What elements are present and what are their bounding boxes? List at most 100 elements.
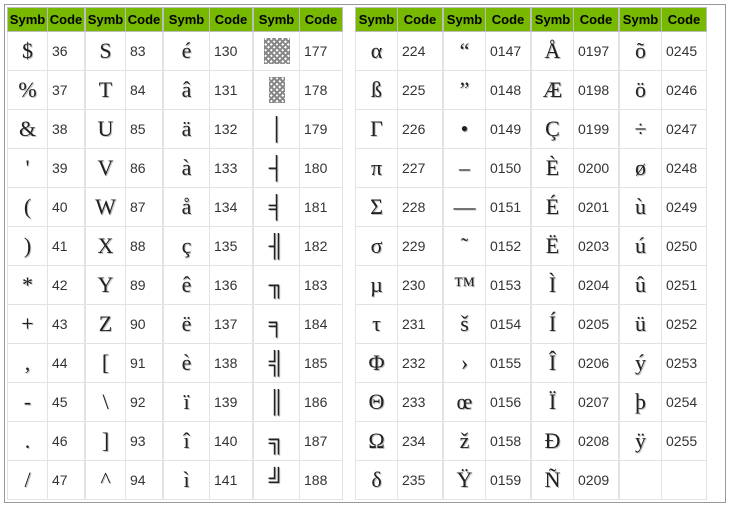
code-cell: 83 bbox=[126, 32, 162, 70]
code-cell: 46 bbox=[48, 422, 84, 460]
code-cell: 43 bbox=[48, 305, 84, 343]
symbol-cell: π bbox=[356, 149, 398, 187]
symbol-cell: Γ bbox=[356, 110, 398, 148]
symbol-cell: µ bbox=[356, 266, 398, 304]
symbol-cell: È bbox=[532, 149, 574, 187]
symbol-cell: Θ bbox=[356, 383, 398, 421]
table-row: È0200 bbox=[531, 149, 619, 188]
symbol-cell: U bbox=[86, 110, 126, 148]
table-row: è138 bbox=[163, 344, 253, 383]
code-cell: 0246 bbox=[662, 71, 706, 109]
table-row: -45 bbox=[7, 383, 85, 422]
code-cell: 0198 bbox=[574, 71, 618, 109]
table-row: S83 bbox=[85, 32, 163, 71]
column-header: SymbCode bbox=[253, 7, 343, 32]
table-row: Θ233 bbox=[355, 383, 443, 422]
table-row: å134 bbox=[163, 188, 253, 227]
code-cell: 0199 bbox=[574, 110, 618, 148]
table-row: Ì0204 bbox=[531, 266, 619, 305]
table-row: û0251 bbox=[619, 266, 707, 305]
symbol-cell: τ bbox=[356, 305, 398, 343]
symbol-cell: “ bbox=[444, 32, 486, 70]
column-header: SymbCode bbox=[85, 7, 163, 32]
symbol-cell: Ω bbox=[356, 422, 398, 460]
symbol-cell: * bbox=[8, 266, 48, 304]
code-cell: 89 bbox=[126, 266, 162, 304]
code-cell: 0148 bbox=[486, 71, 530, 109]
symbol-cell: + bbox=[8, 305, 48, 343]
table-row: [91 bbox=[85, 344, 163, 383]
symbol-cell bbox=[620, 461, 662, 499]
code-cell: 0150 bbox=[486, 149, 530, 187]
code-cell: 0208 bbox=[574, 422, 618, 460]
symbol-cell: › bbox=[444, 344, 486, 382]
symbol-cell: ù bbox=[620, 188, 662, 226]
symbol-cell: å bbox=[164, 188, 210, 226]
table-row: Ñ0209 bbox=[531, 461, 619, 500]
column-header: SymbCode bbox=[619, 7, 707, 32]
table-row: ø0248 bbox=[619, 149, 707, 188]
code-cell: 227 bbox=[398, 149, 442, 187]
code-cell bbox=[662, 461, 706, 499]
table-row: Φ232 bbox=[355, 344, 443, 383]
code-cell: 177 bbox=[300, 32, 342, 70]
symbol-cell: ö bbox=[620, 71, 662, 109]
symbol-cell: Ñ bbox=[532, 461, 574, 499]
symbol-cell: δ bbox=[356, 461, 398, 499]
code-cell: 188 bbox=[300, 461, 342, 499]
table-row: â131 bbox=[163, 71, 253, 110]
table-row: Ë0203 bbox=[531, 227, 619, 266]
table-row: ú0250 bbox=[619, 227, 707, 266]
code-cell: 36 bbox=[48, 32, 84, 70]
table-row: │179 bbox=[253, 110, 343, 149]
symbol-cell: ] bbox=[86, 422, 126, 460]
symbol-cell: Ç bbox=[532, 110, 574, 148]
table-row: '39 bbox=[7, 149, 85, 188]
symbol-cell: ÿ bbox=[620, 422, 662, 460]
code-cell: 0209 bbox=[574, 461, 618, 499]
column-header: SymbCode bbox=[443, 7, 531, 32]
table-row: é130 bbox=[163, 32, 253, 71]
code-cell: 0201 bbox=[574, 188, 618, 226]
right-column-1: SymbCode“0147”0148•0149–0150—0151˜0152™0… bbox=[443, 7, 531, 500]
code-cell: 0152 bbox=[486, 227, 530, 265]
header-code: Code bbox=[300, 8, 342, 31]
column-header: SymbCode bbox=[355, 7, 443, 32]
symbol-cell: Đ bbox=[532, 422, 574, 460]
symbol-cell: Z bbox=[86, 305, 126, 343]
code-cell: 42 bbox=[48, 266, 84, 304]
symbol-cell: – bbox=[444, 149, 486, 187]
table-row: ›0155 bbox=[443, 344, 531, 383]
code-cell: 0254 bbox=[662, 383, 706, 421]
table-row: $36 bbox=[7, 32, 85, 71]
symbol-cell: ^ bbox=[86, 461, 126, 499]
code-cell: 181 bbox=[300, 188, 342, 226]
symbol-cell: ╣ bbox=[254, 344, 300, 382]
code-cell: 38 bbox=[48, 110, 84, 148]
table-row: U85 bbox=[85, 110, 163, 149]
left-column-1: SymbCodeS83T84U85V86W87X88Y89Z90[91\92]9… bbox=[85, 7, 163, 500]
table-row: ╗187 bbox=[253, 422, 343, 461]
code-cell: 0149 bbox=[486, 110, 530, 148]
code-cell: 88 bbox=[126, 227, 162, 265]
code-cell: 0247 bbox=[662, 110, 706, 148]
symbol-cell: ç bbox=[164, 227, 210, 265]
header-symb: Symb bbox=[254, 8, 300, 31]
code-cell: 40 bbox=[48, 188, 84, 226]
symbol-cell: â bbox=[164, 71, 210, 109]
header-code: Code bbox=[48, 8, 84, 31]
code-cell: 0245 bbox=[662, 32, 706, 70]
symbol-cell: Í bbox=[532, 305, 574, 343]
table-row: ,44 bbox=[7, 344, 85, 383]
code-cell: 183 bbox=[300, 266, 342, 304]
symbol-cell: û bbox=[620, 266, 662, 304]
table-row: þ0254 bbox=[619, 383, 707, 422]
table-row: π227 bbox=[355, 149, 443, 188]
table-row: W87 bbox=[85, 188, 163, 227]
symbol-cell: Σ bbox=[356, 188, 398, 226]
table-row: Đ0208 bbox=[531, 422, 619, 461]
code-cell: 0154 bbox=[486, 305, 530, 343]
code-cell: 0207 bbox=[574, 383, 618, 421]
symbol-cell: Æ bbox=[532, 71, 574, 109]
code-cell: 0200 bbox=[574, 149, 618, 187]
